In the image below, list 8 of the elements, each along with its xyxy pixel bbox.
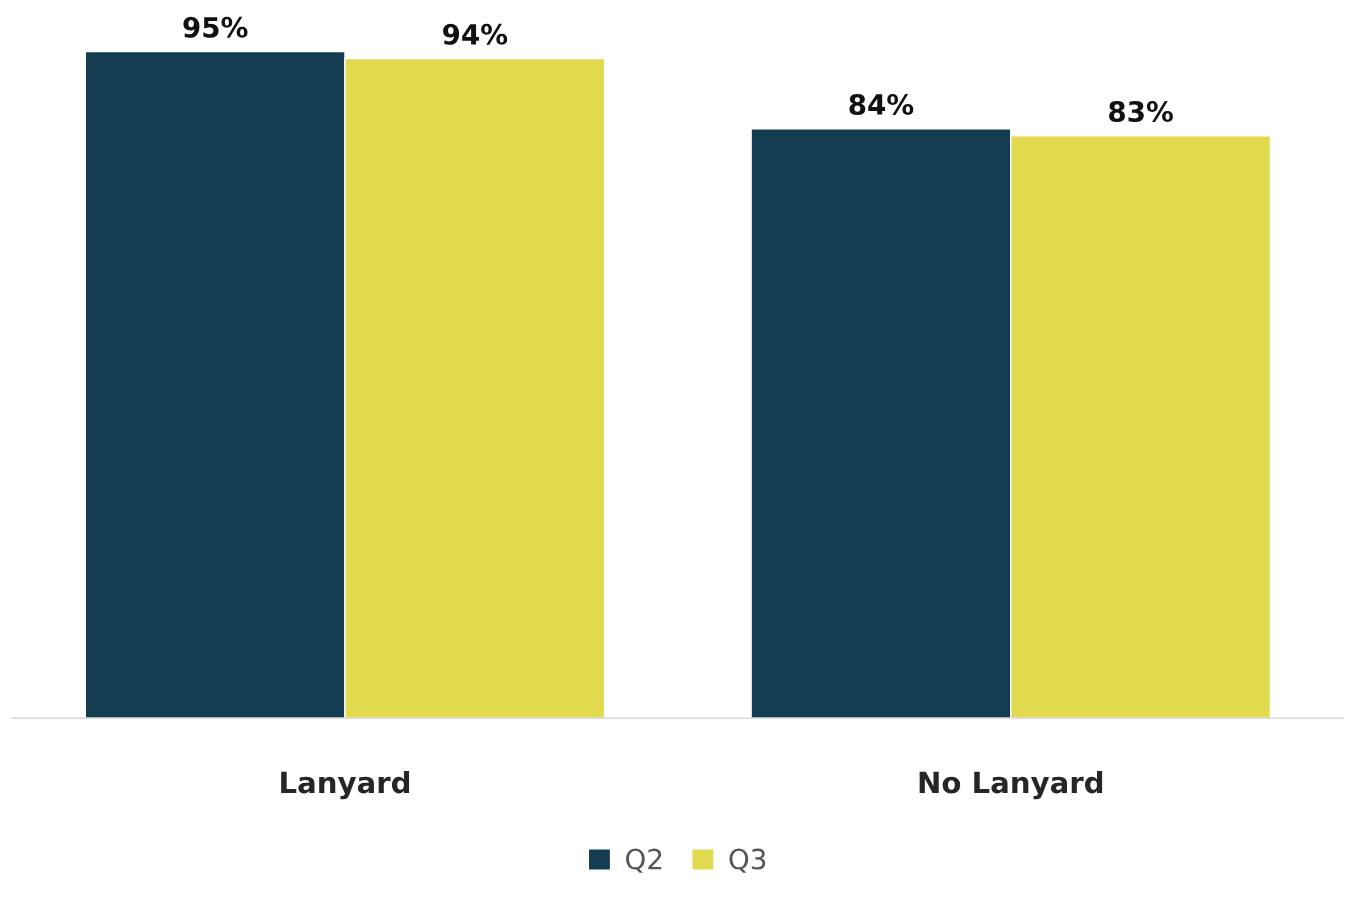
- data-label: 94%: [443, 23, 508, 45]
- data-label: 95%: [183, 16, 248, 38]
- data-label: 83%: [1109, 100, 1173, 122]
- x-tick-label: No Lanyard: [919, 770, 1103, 800]
- legend-label: Q2: [626, 848, 662, 873]
- x-tick-label: Lanyard: [281, 770, 410, 800]
- data-label: 84%: [849, 93, 914, 115]
- legend-label: Q3: [729, 848, 766, 873]
